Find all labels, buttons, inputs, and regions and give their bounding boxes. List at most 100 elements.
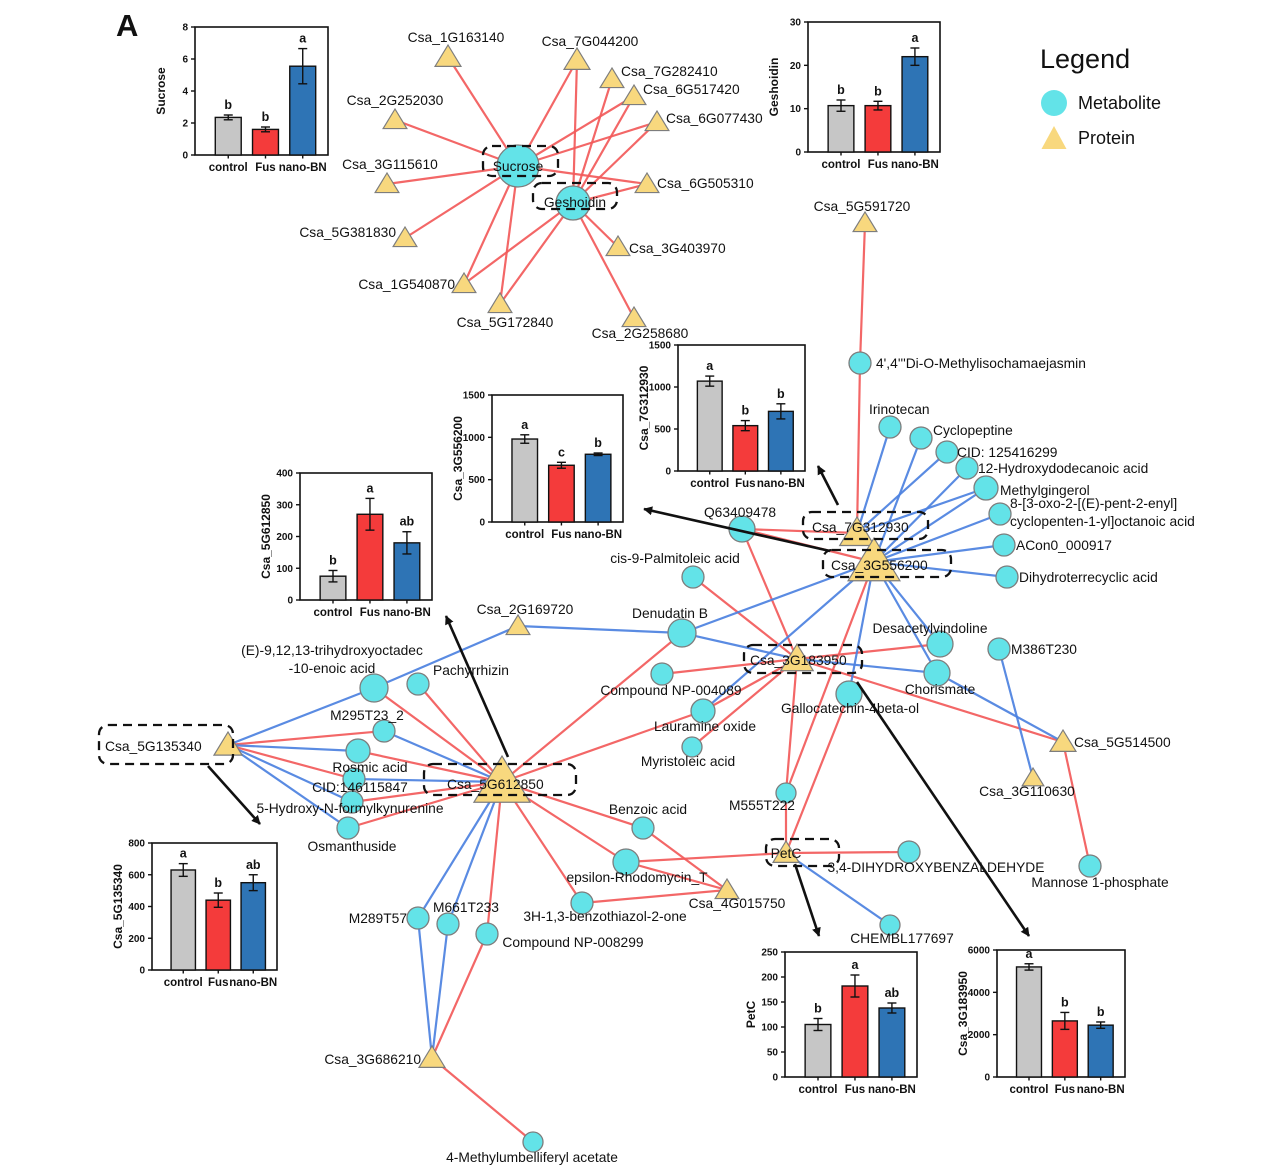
y-tick-label: 8 — [182, 23, 188, 34]
node-label-myristoleic: Myristoleic acid — [641, 754, 735, 769]
node-label-osmanthuside: Osmanthuside — [308, 839, 397, 854]
sig-letter: a — [1026, 947, 1034, 961]
node-label-csa_7g282410: Csa_7G282410 — [621, 64, 718, 79]
node-label-mannose_1p: Mannose 1-phosphate — [1031, 875, 1169, 890]
edge-csa_3g686210-m289t57 — [416, 916, 434, 1060]
node-label-csa_5g135340: Csa_5G135340 — [105, 739, 202, 754]
node-csa_3g115610 — [374, 171, 400, 194]
edge-sucrose-csa_5g172840 — [498, 164, 520, 306]
node-label-epsilon_rhodomycin: epsilon-Rhodomycin_T — [566, 870, 708, 885]
chart-geshoidin-ylabel: Geshoidin — [767, 58, 781, 117]
node-mannose_1p — [1078, 854, 1102, 878]
edge-csa_4g015750-benzothiazol — [580, 888, 729, 905]
legend-item-label: Metabolite — [1078, 92, 1162, 113]
edge-geshoidin-csa_1g540870 — [462, 201, 575, 286]
dashed-box-csa_3g556200 — [821, 548, 953, 579]
y-tick-label: 500 — [468, 475, 485, 486]
edge-desacetylvindoline-csa_3g183950 — [795, 642, 942, 661]
annotation-arrows-layer — [207, 465, 1031, 937]
dashed-boxes-layer — [97, 144, 953, 868]
x-category-label: nano-BN — [574, 529, 622, 541]
chart-csa_7g312930-bar-Fus — [732, 424, 759, 472]
y-tick-label: 0 — [139, 966, 145, 977]
node-compound_np004089 — [650, 662, 674, 686]
node-csa_7g282410 — [599, 66, 625, 89]
edge-petc-dihydroxybenzaldehyde — [784, 850, 911, 855]
edge-geshoidin-csa_6g517420 — [571, 94, 636, 205]
annotation-arrow-5 — [855, 681, 1031, 937]
node-csa_5g135340 — [212, 730, 244, 756]
dashed-box-csa_3g183950 — [742, 643, 864, 675]
node-acon0_000917 — [992, 533, 1016, 557]
node-dihydroterrecyclic — [995, 565, 1019, 589]
node-gallocatechin — [835, 680, 863, 708]
edge-csa_3g183950-csa_5g514500 — [795, 657, 1065, 744]
edge-csa_5g612850-m295t23_2 — [382, 729, 504, 784]
node-label-pachyrrhizin: Pachyrrhizin — [433, 663, 509, 678]
node-label-m555t222: M555T222 — [729, 798, 795, 813]
node-label-csa_3g115610: Csa_3G115610 — [342, 157, 438, 172]
sig-letter: ab — [885, 986, 900, 1000]
y-tick-label: 200 — [128, 934, 145, 945]
y-tick-label: 0 — [665, 467, 671, 478]
node-hydroxy_kynurenine — [340, 790, 364, 814]
y-tick-label: 300 — [276, 500, 293, 511]
node-m555t222 — [775, 782, 797, 804]
node-label-hydroxydodecanoic: 12-Hydroxydodecanoic acid — [978, 461, 1148, 476]
y-tick-label: 200 — [761, 973, 778, 984]
edge-csa_5g612850-rosmic — [356, 749, 504, 784]
edge-chorismate-csa_5g514500 — [935, 671, 1065, 744]
edge-csa_3g183950-m555t222 — [784, 657, 799, 795]
sig-letter: a — [180, 847, 188, 861]
x-category-label: nano-BN — [279, 162, 327, 174]
edge-csa_3g556200-m555t222 — [784, 560, 876, 795]
node-csa_1g163140 — [433, 43, 463, 67]
y-tick-label: 100 — [761, 1023, 778, 1034]
edge-csa_7g312930-cid_125416299 — [855, 450, 949, 535]
chart-csa_5g135340-bar-Fus — [205, 899, 232, 971]
node-label-geshoidin: Geshoidin — [544, 195, 606, 210]
dashed-box-csa_5g135340 — [97, 723, 235, 766]
edge-csa_3g556200-cyclopeptine — [872, 436, 923, 564]
y-tick-label: 50 — [767, 1048, 779, 1059]
edge-sucrose-csa_6g077430 — [516, 120, 659, 168]
node-label-trihydroxy: -10-enoic acid — [289, 661, 376, 676]
node-myristoleic — [681, 736, 703, 758]
chart-csa_3g556200-bar-Fus — [547, 464, 575, 523]
edge-lauramine_oxide-csa_3g183950 — [701, 657, 799, 713]
sig-letter: ab — [246, 858, 261, 872]
node-label-hydroxy_kynurenine: 5-Hydroxy-N-formylkynurenine — [256, 801, 443, 816]
node-rosmic — [345, 738, 371, 764]
node-csa_3g403970 — [605, 234, 631, 257]
dashed-box-geshoidin — [531, 181, 619, 211]
edge-csa_5g612850-trihydroxy — [372, 686, 504, 784]
node-label-csa_3g686210: Csa_3G686210 — [324, 1052, 421, 1067]
node-label-csa_1g163140: Csa_1G163140 — [408, 30, 505, 45]
node-label-csa_3g403970: Csa_3G403970 — [629, 241, 726, 256]
node-label-m386t230: M386T230 — [1011, 642, 1077, 657]
node-petc — [771, 839, 801, 863]
node-csa_3g183950 — [779, 642, 815, 672]
chart-csa_7g312930-ylabel: Csa_7G312930 — [637, 365, 651, 450]
sig-letter: b — [329, 553, 337, 567]
edge-q63409478-csa_7g312930 — [740, 527, 859, 535]
sig-letter: a — [706, 359, 714, 373]
node-label-lauramine_oxide: Lauramine oxide — [654, 719, 756, 734]
chart-csa_3g183950: 0 2000 4000 6000 Csa_3G183950 a control b Fus b na… — [956, 946, 1126, 1096]
edge-csa_3g556200-octanoic — [872, 512, 1002, 564]
metabolite-icon — [1041, 90, 1067, 116]
x-category-label: Fus — [360, 607, 380, 619]
legend-item-metabolite: Metabolite — [1040, 89, 1161, 117]
y-tick-label: 400 — [276, 469, 293, 480]
edge-csa_3g556200-dihydroterrecyclic — [872, 560, 1009, 579]
dashed-box-sucrose — [481, 144, 560, 178]
edge-csa_5g135340-m295t23_2 — [226, 729, 386, 747]
node-label-irinotecan: Irinotecan — [869, 402, 930, 417]
y-tick-label: 400 — [128, 902, 145, 913]
node-csa_2g169720 — [505, 613, 531, 636]
sig-letter: b — [777, 387, 785, 401]
edge-csa_5g612850-lauramine_oxide — [500, 709, 705, 784]
node-label-csa_2g169720: Csa_2G169720 — [477, 602, 574, 617]
edge-csa_5g612850-denudatin_b — [500, 631, 684, 784]
